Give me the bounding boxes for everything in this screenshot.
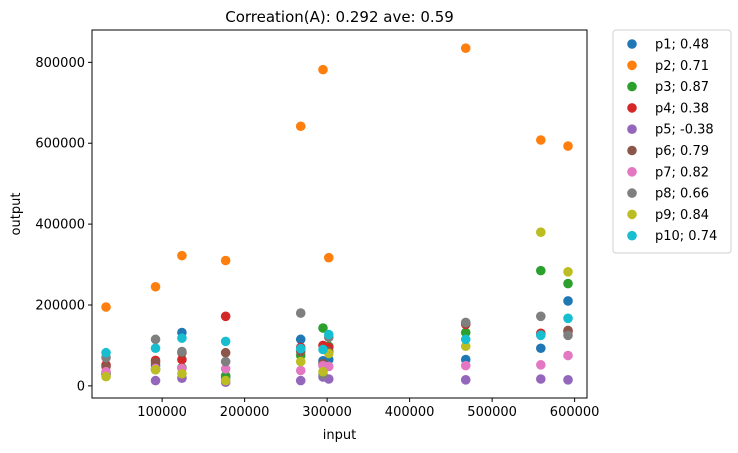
legend-marker-p8 [627,188,637,198]
data-point-p3-6 [318,323,328,333]
data-point-p2-8 [460,43,471,53]
legend-frame [612,29,732,254]
data-point-p9-2 [150,364,161,375]
data-point-p8-2 [150,334,161,345]
legend-marker-p6 [627,145,637,156]
data-point-p10-8 [460,334,471,345]
data-point-p10-3 [177,333,187,343]
chart-title: Correation(A): 0.292 ave: 0.59 [225,8,454,26]
legend-marker-p3 [627,81,637,92]
data-point-p5-2 [150,375,161,386]
data-point-p4-3 [177,354,187,365]
legend-label-p8: p8; 0.66 [655,187,709,202]
data-point-p10-9 [536,330,546,341]
legend: p1; 0.48 p2; 0.71 p3; 0.87 p4; 0.38 p5; -0.3… [612,29,732,254]
y-axis-title: output [9,193,24,236]
data-point-p8-8 [460,317,471,328]
legend-label-p9: p9; 0.84 [655,208,709,223]
data-point-p7-9 [536,360,546,370]
data-point-p9-5 [295,356,306,367]
data-point-p10-4 [220,336,231,347]
data-point-p7-10 [563,350,573,361]
data-point-p10-10 [563,313,573,324]
data-point-p8-10 [563,330,573,341]
x-tick-label: 400000 [385,405,435,420]
data-point-p2-1 [101,302,111,312]
data-point-p10-2 [150,343,161,354]
data-point-p7-4 [220,364,231,374]
y-axis: 0 200000 400000 600000 800000 [35,56,92,394]
y-tick-label: 0 [77,379,85,394]
data-point-p8-3 [177,346,187,357]
data-point-p8-4 [220,356,231,367]
data-point-p5-8 [460,375,471,385]
x-tick-label: 500000 [467,405,517,420]
data-point-p5-10 [563,375,573,385]
data-point-p1-10 [563,296,573,306]
data-point-p2-7 [323,252,334,263]
x-tick-label: 600000 [550,405,600,420]
data-point-p2-3 [177,250,187,261]
data-point-p10-1 [101,347,111,358]
legend-label-p2: p2; 0.71 [655,59,709,74]
data-point-p5-9 [536,374,546,384]
data-point-p10-7 [323,329,334,340]
y-tick-label: 800000 [35,56,85,71]
x-axis: 100000 200000 300000 400000 500000 600000 [137,398,599,420]
data-point-p2-2 [150,281,161,292]
data-point-p2-6 [318,64,328,75]
data-point-p9-8 [460,341,471,352]
data-point-p9-4 [220,375,231,386]
data-point-p2-4 [220,255,231,266]
y-tick-label: 600000 [35,137,85,152]
data-point-p9-9 [536,227,546,237]
legend-marker-p9 [627,209,637,220]
data-point-p1-9 [536,343,546,354]
data-point-p3-9 [536,265,546,276]
data-point-p9-3 [177,368,187,379]
legend-label-p6: p6; 0.79 [655,144,709,159]
plot-area [91,29,588,399]
y-tick-label: 200000 [35,298,85,313]
data-point-p3-10 [563,278,573,289]
data-point-p10-6 [318,344,328,355]
x-tick-label: 200000 [220,405,270,420]
x-axis-title: input [323,428,356,443]
data-point-p1-5 [295,334,306,345]
data-point-p7-5 [295,365,306,376]
legend-marker-p7 [627,167,637,177]
data-point-p9-1 [101,371,111,382]
y-tick-label: 400000 [35,218,85,233]
data-point-p5-5 [295,375,306,386]
data-point-p8-9 [536,311,546,322]
legend-label-p1: p1; 0.48 [655,38,709,53]
data-point-p7-8 [460,360,471,371]
legend-label-p3: p3; 0.87 [655,80,709,95]
data-point-p2-5 [295,121,306,132]
x-tick-label: 300000 [302,405,352,420]
data-point-p2-9 [536,135,546,145]
legend-marker-p10 [627,230,637,241]
legend-label-p7: p7; 0.82 [655,165,709,180]
data-point-p10-5 [295,343,306,354]
legend-marker-p5 [627,124,637,134]
data-point-p9-6 [318,366,328,377]
legend-marker-p1 [627,39,637,49]
legend-marker-p4 [627,103,637,113]
plot-frame [91,29,588,399]
x-tick-label: 100000 [137,405,187,420]
data-point-p8-5 [295,308,306,318]
legend-label-p4: p4; 0.38 [655,101,709,116]
data-point-p9-10 [563,267,573,277]
data-point-p3-8 [460,327,471,338]
data-point-p2-10 [563,141,573,151]
legend-marker-p2 [627,60,637,71]
data-point-p4-4 [220,311,231,322]
legend-label-p5: p5; -0.38 [655,123,714,138]
data-point-p6-4 [220,347,231,358]
legend-label-p10: p10; 0.74 [655,229,717,244]
